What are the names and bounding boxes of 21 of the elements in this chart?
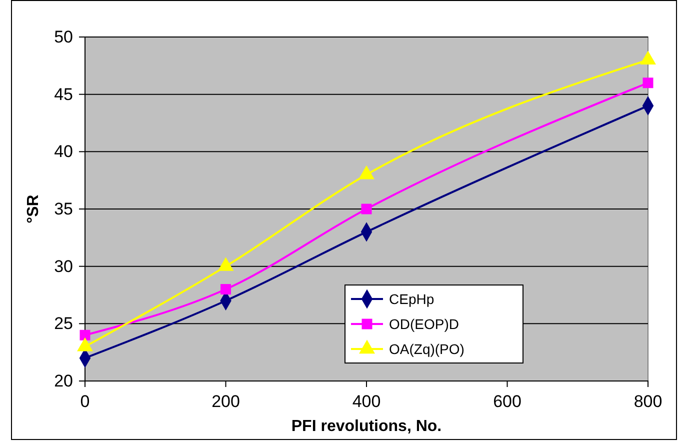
y-tick-label: 20: [54, 371, 73, 390]
y-tick-label: 25: [54, 314, 73, 334]
legend-label: OA(Zq)(PO): [389, 341, 464, 357]
y-tick-label: 35: [54, 199, 73, 218]
x-tick-label: 600: [493, 392, 522, 412]
x-axis-title: PFI revolutions, No.: [291, 418, 442, 435]
y-tick-label: 30: [54, 256, 73, 276]
y-tick-label: 40: [54, 142, 73, 162]
legend-label: OD(EOP)D: [389, 316, 459, 332]
point: [80, 330, 90, 340]
point: [642, 78, 654, 88]
legend-label: CEpHp: [389, 291, 434, 307]
x-tick-label: 0: [80, 392, 90, 412]
point: [220, 284, 231, 295]
point: [361, 204, 372, 214]
y-axis-title: °SR: [25, 194, 42, 224]
x-tick-label: 800: [634, 392, 662, 412]
y-tick-label: 50: [54, 27, 73, 46]
y-tick-label: 45: [54, 84, 73, 104]
x-tick-label: 200: [212, 392, 240, 412]
x-tick-label: 400: [352, 392, 381, 412]
